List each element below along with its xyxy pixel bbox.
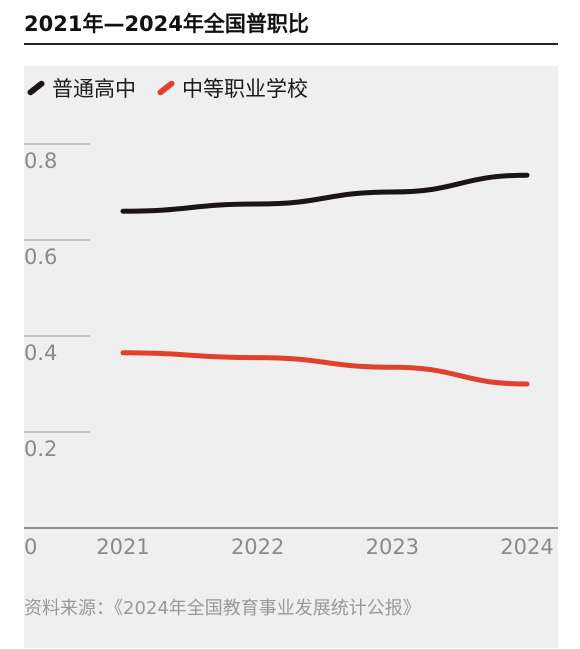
legend: 普通高中 中等职业学校 (24, 66, 326, 110)
legend-label: 中等职业学校 (182, 77, 308, 101)
legend-label: 普通高中 (52, 77, 136, 101)
y-tick-label: 0.4 (24, 341, 57, 365)
source-note: 资料来源：《2024年全国教育事业发展统计公报》 (24, 598, 421, 619)
legend-item-series-1: 中等职业学校 (154, 73, 308, 103)
series-line-1 (120, 350, 530, 387)
y-tick-label: 0.6 (24, 245, 57, 269)
x-tick-label: 2024 (500, 535, 553, 559)
legend-item-series-0: 普通高中 (24, 73, 136, 103)
chart-title: 2021年—2024年全国普职比 (24, 12, 309, 36)
x-tick-label: 2021 (96, 535, 149, 559)
title-divider (24, 43, 558, 45)
y-tick-label: 0.2 (24, 437, 57, 461)
series-line-0 (120, 172, 530, 214)
x-tick-label: 2023 (366, 535, 419, 559)
y-tick-label: 0 (24, 535, 37, 559)
y-tick-label: 0.8 (24, 149, 57, 173)
x-tick-label: 2022 (231, 535, 284, 559)
